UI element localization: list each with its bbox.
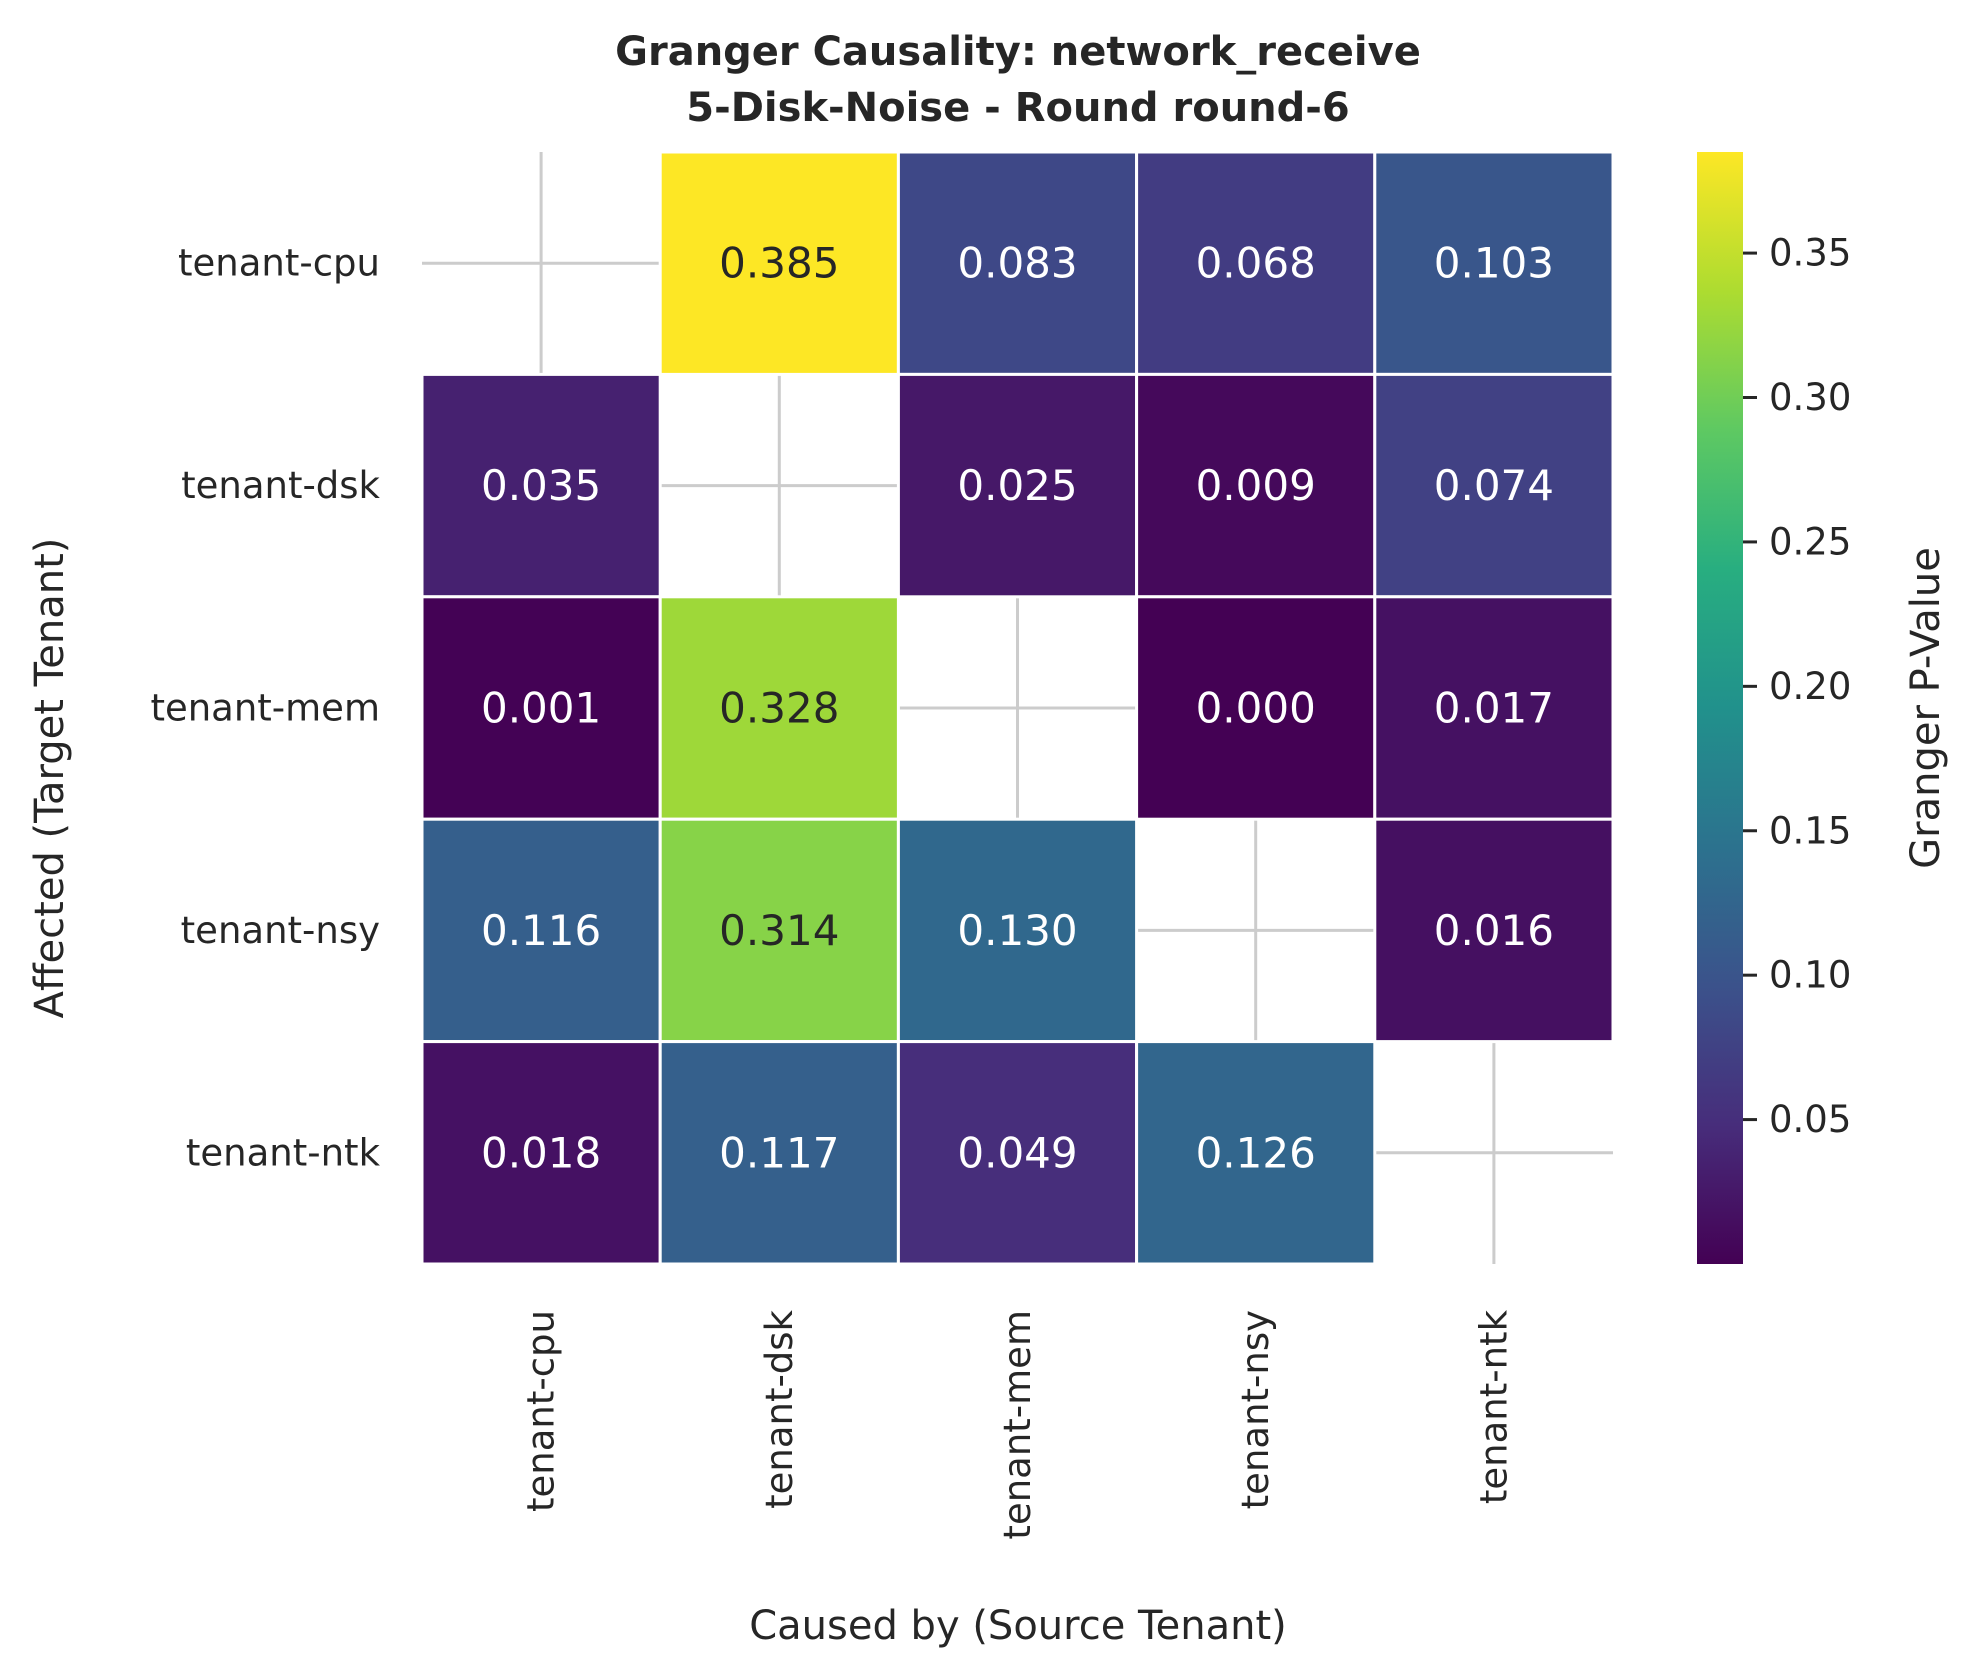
cell-value-label: 0.016	[1434, 906, 1554, 955]
cell-value-label: 0.049	[957, 1128, 1077, 1177]
heatmap-cell	[420, 1040, 662, 1266]
heatmap-cell	[896, 817, 1139, 1044]
x-tick-label: tenant-nsy	[1234, 1310, 1277, 1509]
x-tick-label: tenant-ntk	[1472, 1309, 1515, 1504]
colorbar-label: Granger P-Value	[1903, 547, 1949, 869]
cell-value-labels: 0.385 0.083 0.068 0.103 0.035 0.025 0.009 0.074…	[481, 239, 1554, 1178]
heatmap-cell	[658, 1040, 900, 1266]
heatmap-cell	[896, 150, 1139, 376]
colorbar-tick-label: 0.35	[1769, 232, 1851, 275]
cell-value-label: 0.068	[1196, 239, 1316, 288]
heatmap-cell	[1135, 372, 1377, 599]
x-tick-label: tenant-cpu	[520, 1310, 563, 1512]
cell-value-label: 0.126	[1196, 1128, 1316, 1177]
cell-value-label: 0.328	[719, 684, 839, 733]
x-tick-label: tenant-dsk	[758, 1309, 801, 1508]
x-tick-label: tenant-mem	[996, 1310, 1039, 1540]
cell-value-label: 0.009	[1196, 461, 1316, 510]
heatmap-cell	[658, 817, 900, 1044]
y-tick-label: tenant-nsy	[181, 909, 380, 952]
y-axis-label: Affected (Target Tenant)	[27, 538, 73, 1019]
y-tick-label: tenant-ntk	[186, 1131, 381, 1174]
heatmap-cell	[420, 372, 662, 599]
y-tick-label: tenant-cpu	[178, 242, 380, 285]
colorbar-tick-label: 0.25	[1769, 520, 1851, 563]
cell-value-label: 0.103	[1434, 239, 1554, 288]
y-tick-label: tenant-dsk	[181, 464, 380, 507]
heatmap-cell	[420, 595, 662, 821]
heatmap-cell	[1373, 817, 1615, 1044]
colorbar-tick-label: 0.20	[1769, 665, 1851, 708]
cell-value-label: 0.018	[481, 1128, 601, 1177]
heatmap-cell	[1373, 150, 1615, 376]
heatmap-cell	[896, 372, 1139, 599]
colorbar-tick-label: 0.10	[1769, 954, 1851, 997]
y-tick-label: tenant-mem	[150, 687, 380, 730]
heatmap-cell	[658, 595, 900, 821]
y-tick-labels: tenant-cpu tenant-dsk tenant-mem tenant-nsy…	[150, 242, 380, 1175]
chart-title-line-1: Granger Causality: network_receive	[615, 29, 1421, 75]
heatmap-cell	[1373, 595, 1615, 821]
cell-value-label: 0.117	[719, 1128, 839, 1177]
colorbar-tick-label: 0.05	[1769, 1098, 1851, 1141]
cell-value-label: 0.130	[957, 906, 1077, 955]
heatmap-cell	[1135, 595, 1377, 821]
heatmap-cell	[1373, 372, 1615, 599]
cell-value-label: 0.083	[957, 239, 1077, 288]
colorbar	[1697, 152, 1743, 1264]
cell-value-label: 0.116	[481, 906, 601, 955]
colorbar-tick-label: 0.30	[1769, 376, 1851, 419]
cell-value-label: 0.001	[481, 684, 601, 733]
x-axis-label: Caused by (Source Tenant)	[749, 1603, 1287, 1649]
cell-value-label: 0.025	[957, 461, 1077, 510]
heatmap-cells	[420, 150, 1615, 1266]
colorbar-tick-label: 0.15	[1769, 809, 1851, 852]
cell-value-label: 0.035	[481, 461, 601, 510]
heatmap-cell	[420, 817, 662, 1044]
heatmap-cell	[896, 1040, 1139, 1266]
chart-title-line-2: 5-Disk-Noise - Round round-6	[686, 85, 1349, 131]
cell-value-label: 0.074	[1434, 461, 1554, 510]
cell-value-label: 0.314	[719, 906, 839, 955]
heatmap-cell	[1135, 1040, 1377, 1266]
cell-value-label: 0.017	[1434, 684, 1554, 733]
x-tick-labels: tenant-cpu tenant-dsk tenant-mem tenant-nsy…	[520, 1309, 1516, 1539]
cell-value-label: 0.385	[719, 239, 839, 288]
cell-value-label: 0.000	[1196, 684, 1316, 733]
colorbar-ticks: 0.05 0.10 0.15 0.20 0.25 0.30 0.35	[1743, 232, 1851, 1141]
